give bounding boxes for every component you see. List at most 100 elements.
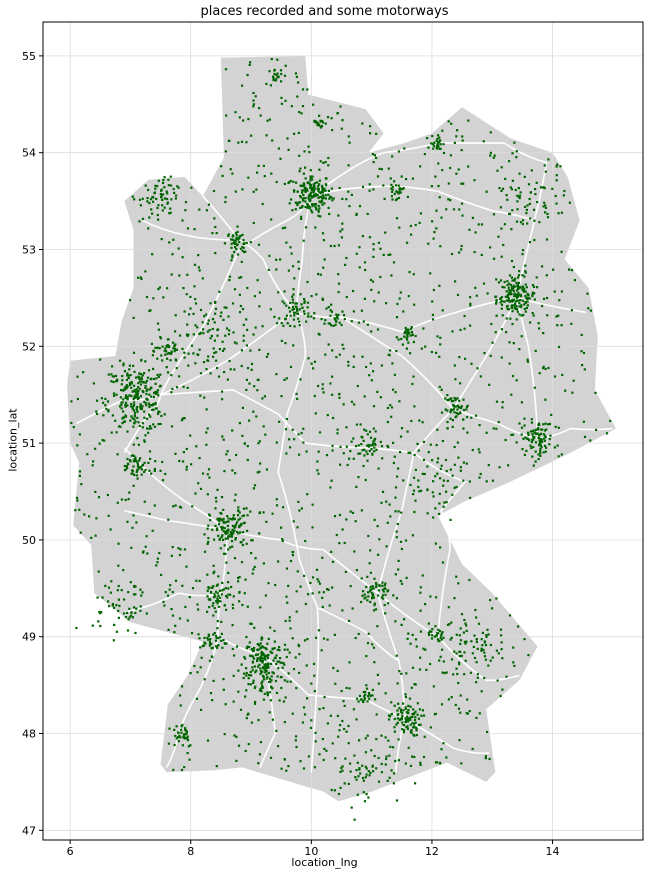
data-point <box>219 518 222 521</box>
data-point <box>477 622 481 625</box>
data-point <box>323 695 326 699</box>
data-point <box>165 190 168 193</box>
data-point <box>275 729 278 732</box>
data-point <box>231 256 234 259</box>
data-point <box>256 665 260 668</box>
data-point <box>312 191 315 194</box>
data-point <box>198 579 201 582</box>
data-point <box>261 680 264 683</box>
data-point <box>377 241 381 244</box>
data-point <box>169 359 172 362</box>
data-point <box>304 539 307 543</box>
data-point <box>485 634 488 637</box>
data-point <box>500 255 503 258</box>
data-point <box>391 190 394 193</box>
data-point <box>187 352 190 355</box>
data-point <box>222 521 225 524</box>
data-point <box>450 658 454 661</box>
data-point <box>188 596 191 599</box>
data-point <box>317 472 320 475</box>
data-point <box>322 161 325 164</box>
data-point <box>536 286 539 289</box>
data-point <box>312 183 315 186</box>
data-point <box>330 117 333 120</box>
data-point <box>405 711 408 714</box>
data-point <box>342 452 345 455</box>
data-point <box>136 468 139 471</box>
data-point <box>181 347 184 350</box>
data-point <box>291 428 294 431</box>
data-point <box>124 498 127 502</box>
data-point <box>434 507 437 510</box>
data-point <box>275 180 278 184</box>
data-point <box>298 154 301 157</box>
data-point <box>155 392 158 396</box>
data-point <box>426 488 429 491</box>
data-point <box>224 587 227 590</box>
data-point <box>135 470 138 473</box>
data-point <box>99 358 102 361</box>
data-point <box>497 281 501 284</box>
data-point <box>171 546 174 549</box>
data-point <box>367 632 370 635</box>
data-point <box>531 293 534 296</box>
data-point <box>530 446 533 450</box>
data-point <box>517 187 520 190</box>
data-point <box>242 239 245 242</box>
data-point <box>503 286 506 289</box>
data-point <box>171 614 175 617</box>
data-point <box>424 648 427 651</box>
data-point <box>342 403 345 406</box>
data-point <box>192 352 195 355</box>
data-point <box>506 295 509 298</box>
data-point <box>334 682 337 685</box>
data-point <box>523 638 526 641</box>
data-point <box>233 526 236 529</box>
data-point <box>518 285 521 288</box>
data-point <box>515 294 518 298</box>
data-point <box>221 526 224 529</box>
data-point <box>145 295 149 299</box>
data-point <box>167 742 170 745</box>
data-point <box>475 716 478 719</box>
data-point <box>402 702 405 705</box>
data-point <box>154 460 157 463</box>
data-point <box>170 608 173 611</box>
data-point <box>409 334 412 337</box>
data-point <box>121 401 124 404</box>
data-point <box>455 485 458 489</box>
data-point <box>240 364 243 368</box>
data-point <box>229 517 232 521</box>
data-point <box>394 510 397 513</box>
data-point <box>275 441 278 444</box>
data-point <box>371 153 375 156</box>
data-point <box>355 697 359 700</box>
data-point <box>436 428 439 431</box>
data-point <box>562 194 565 197</box>
data-point <box>324 122 327 125</box>
data-point <box>275 73 278 76</box>
data-point <box>495 278 498 281</box>
data-point <box>173 350 176 353</box>
data-point <box>534 450 537 453</box>
data-point <box>310 188 314 191</box>
data-point <box>131 526 134 529</box>
data-point <box>515 220 519 223</box>
data-point <box>421 574 424 577</box>
data-point <box>289 680 292 683</box>
data-point <box>231 469 234 472</box>
data-point <box>152 297 155 300</box>
data-point <box>345 518 348 521</box>
data-point <box>489 154 492 157</box>
data-point <box>373 446 376 449</box>
data-point <box>297 433 300 436</box>
data-point <box>355 212 358 215</box>
motorway-line <box>516 297 586 314</box>
data-point <box>332 324 335 327</box>
data-point <box>195 579 198 582</box>
data-point <box>341 765 344 768</box>
data-point <box>517 299 520 302</box>
data-point <box>368 430 372 433</box>
data-point <box>524 271 527 274</box>
data-point <box>191 505 194 508</box>
